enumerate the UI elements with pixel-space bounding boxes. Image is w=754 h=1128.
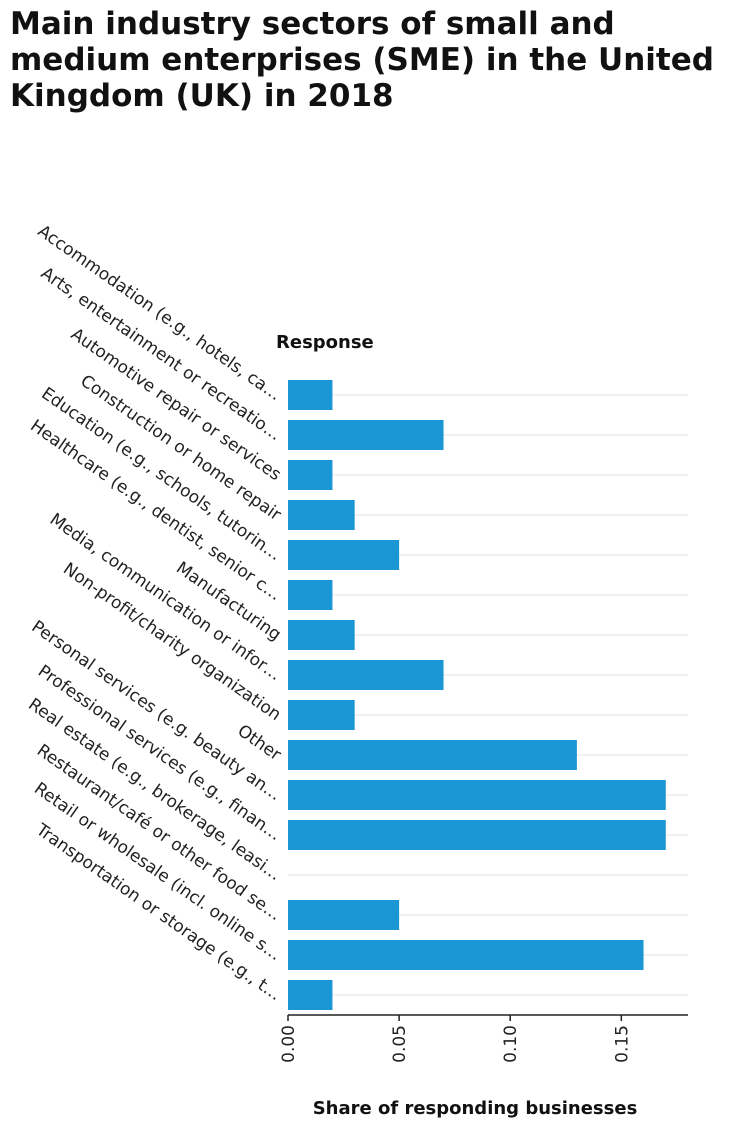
x-axis: 0.00 0.05 0.10 0.15 [279,1014,688,1063]
bar [288,980,333,1010]
category-label: Accommodation (e.g., hotels, ca… [34,221,285,405]
bars [288,380,666,1010]
bar [288,380,333,410]
bar [288,740,577,770]
chart-title: Main industry sectors of small and mediu… [10,6,714,114]
bar [288,700,355,730]
bar [288,940,644,970]
bar [288,900,400,930]
x-tick-label: 0.05 [390,1025,410,1063]
x-axis-title: Share of responding businesses [313,1098,638,1119]
bar [288,660,444,690]
category-labels: Accommodation (e.g., hotels, ca…Arts, en… [24,221,284,1005]
bar [288,540,400,570]
x-tick-label: 0.00 [279,1025,299,1063]
y-axis-title: Response [276,332,374,353]
x-tick-label: 0.10 [501,1025,521,1063]
bar [288,580,333,610]
bar [288,420,444,450]
bar [288,500,355,530]
bar [288,780,666,810]
bar [288,620,355,650]
bar [288,820,666,850]
bar [288,460,333,490]
x-tick-label: 0.15 [612,1025,632,1063]
